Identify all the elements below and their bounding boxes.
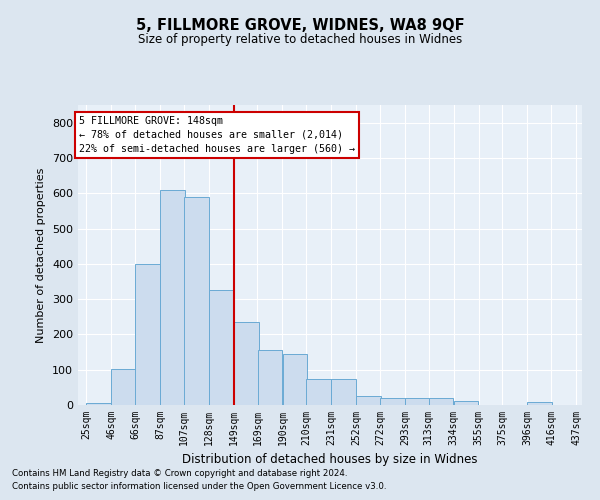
Bar xyxy=(405,398,430,405)
Bar xyxy=(160,190,185,405)
Bar xyxy=(331,378,356,405)
Text: Size of property relative to detached houses in Widnes: Size of property relative to detached ho… xyxy=(138,32,462,46)
X-axis label: Distribution of detached houses by size in Widnes: Distribution of detached houses by size … xyxy=(182,454,478,466)
Bar xyxy=(380,398,405,405)
Y-axis label: Number of detached properties: Number of detached properties xyxy=(37,168,46,342)
Bar xyxy=(454,402,478,405)
Text: 5, FILLMORE GROVE, WIDNES, WA8 9QF: 5, FILLMORE GROVE, WIDNES, WA8 9QF xyxy=(136,18,464,32)
Bar xyxy=(257,350,282,405)
Bar xyxy=(86,403,111,405)
Bar xyxy=(356,396,381,405)
Bar xyxy=(112,368,136,405)
Bar xyxy=(184,197,209,405)
Bar xyxy=(527,402,552,405)
Text: Contains HM Land Registry data © Crown copyright and database right 2024.: Contains HM Land Registry data © Crown c… xyxy=(12,468,347,477)
Bar xyxy=(283,354,307,405)
Bar xyxy=(209,290,233,405)
Bar xyxy=(135,264,160,405)
Text: Contains public sector information licensed under the Open Government Licence v3: Contains public sector information licen… xyxy=(12,482,386,491)
Bar xyxy=(234,322,259,405)
Text: 5 FILLMORE GROVE: 148sqm
← 78% of detached houses are smaller (2,014)
22% of sem: 5 FILLMORE GROVE: 148sqm ← 78% of detach… xyxy=(79,116,355,154)
Bar xyxy=(307,378,331,405)
Bar xyxy=(429,398,454,405)
